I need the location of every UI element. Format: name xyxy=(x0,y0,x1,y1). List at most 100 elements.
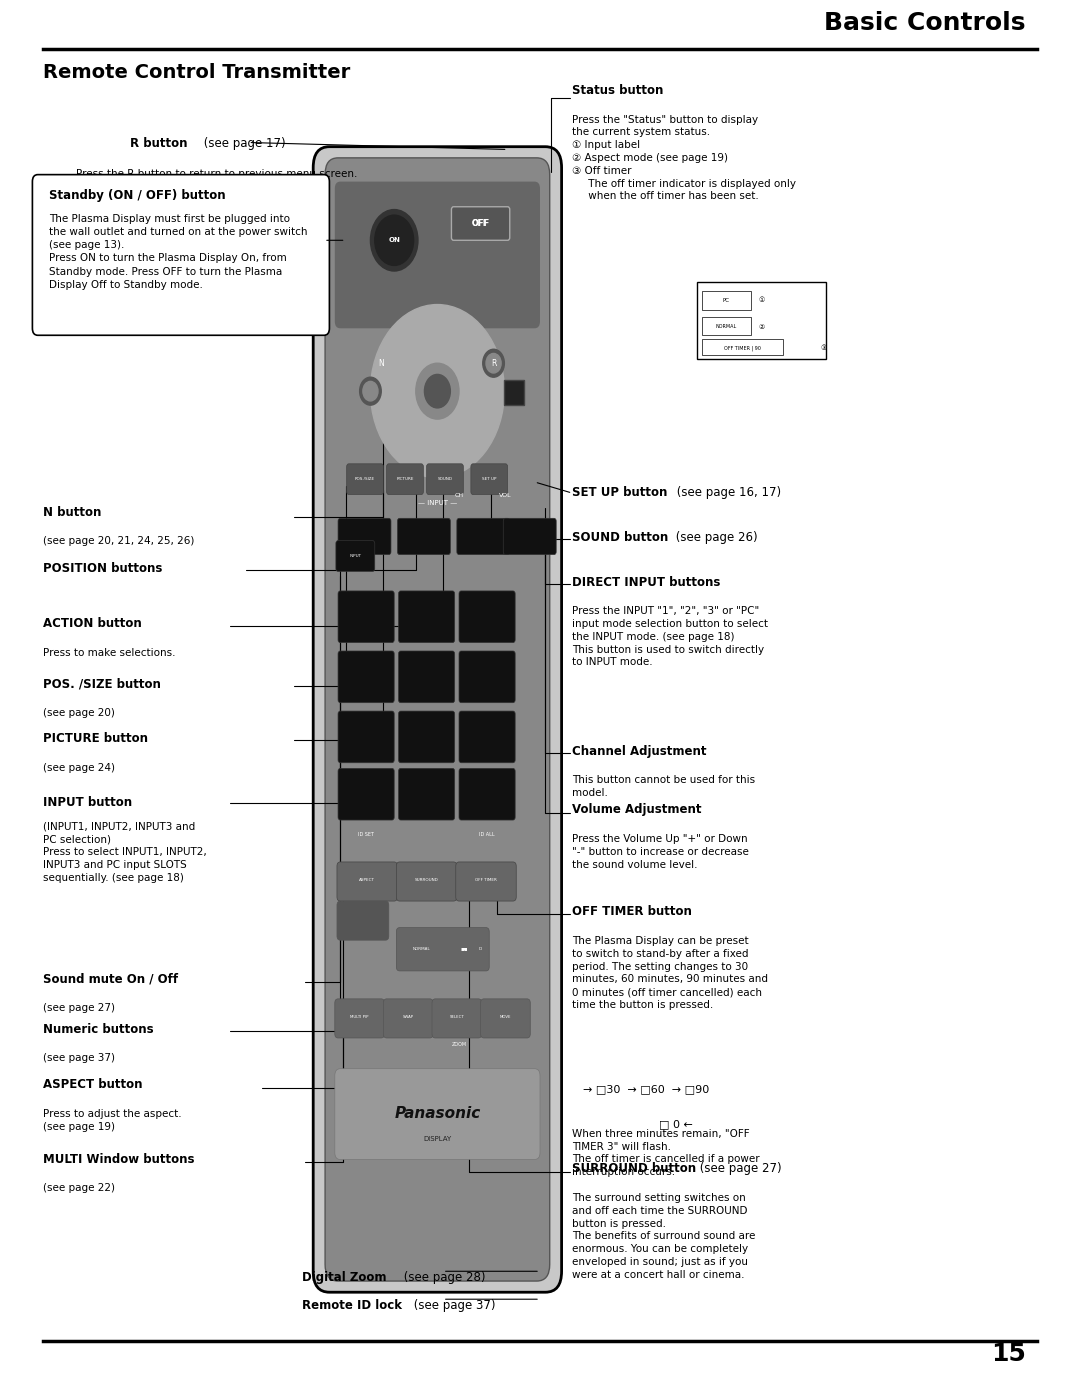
Text: Standby (ON / OFF) button: Standby (ON / OFF) button xyxy=(49,189,226,201)
Bar xyxy=(702,291,751,310)
FancyBboxPatch shape xyxy=(427,464,463,495)
Text: PC: PC xyxy=(723,298,729,303)
FancyBboxPatch shape xyxy=(399,768,455,820)
Text: Press the R button to return to previous menu screen.: Press the R button to return to previous… xyxy=(76,169,357,179)
FancyBboxPatch shape xyxy=(396,928,489,971)
Bar xyxy=(697,282,826,359)
FancyBboxPatch shape xyxy=(432,999,482,1038)
Text: Volume Adjustment: Volume Adjustment xyxy=(572,803,702,816)
Text: PICTURE: PICTURE xyxy=(396,478,414,481)
Text: ①: ① xyxy=(758,298,765,303)
Text: This button cannot be used for this
model.: This button cannot be used for this mode… xyxy=(572,775,756,798)
Text: Digital Zoom: Digital Zoom xyxy=(302,1271,387,1284)
Text: Press to make selections.: Press to make selections. xyxy=(43,648,176,658)
FancyBboxPatch shape xyxy=(325,158,550,1281)
Text: R button: R button xyxy=(130,137,187,149)
Text: ▪▪: ▪▪ xyxy=(461,946,468,951)
FancyBboxPatch shape xyxy=(337,862,397,901)
Text: Panasonic: Panasonic xyxy=(394,1106,481,1120)
FancyBboxPatch shape xyxy=(459,651,515,703)
Text: (see page 27): (see page 27) xyxy=(696,1162,781,1175)
Bar xyxy=(504,380,524,405)
Text: POS./SIZE: POS./SIZE xyxy=(355,478,375,481)
Text: NORMAL: NORMAL xyxy=(715,324,737,330)
Text: (see page 22): (see page 22) xyxy=(43,1183,116,1193)
Text: SET UP: SET UP xyxy=(482,478,497,481)
FancyBboxPatch shape xyxy=(32,175,329,335)
Text: Sound mute On / Off: Sound mute On / Off xyxy=(43,972,178,985)
FancyBboxPatch shape xyxy=(338,591,394,643)
Text: When three minutes remain, "OFF
TIMER 3" will flash.
The off timer is cancelled : When three minutes remain, "OFF TIMER 3"… xyxy=(572,1129,760,1178)
Text: — INPUT —: — INPUT — xyxy=(418,500,457,506)
FancyBboxPatch shape xyxy=(335,1069,540,1160)
Text: DIRECT INPUT buttons: DIRECT INPUT buttons xyxy=(572,576,720,588)
Text: SURROUND button: SURROUND button xyxy=(572,1162,697,1175)
Text: (see page 24): (see page 24) xyxy=(43,763,116,773)
Text: MULTI PIP: MULTI PIP xyxy=(350,1016,369,1018)
FancyBboxPatch shape xyxy=(387,464,423,495)
FancyBboxPatch shape xyxy=(459,591,515,643)
FancyBboxPatch shape xyxy=(397,518,450,555)
Bar xyxy=(702,339,783,355)
Text: Remote ID lock: Remote ID lock xyxy=(302,1299,403,1312)
Text: ID ALL: ID ALL xyxy=(480,831,495,837)
Text: N button: N button xyxy=(43,506,102,518)
Text: ASPECT button: ASPECT button xyxy=(43,1078,143,1091)
Circle shape xyxy=(424,374,450,408)
Bar xyxy=(702,317,751,335)
FancyBboxPatch shape xyxy=(336,541,375,571)
Text: PICTURE button: PICTURE button xyxy=(43,732,148,745)
FancyBboxPatch shape xyxy=(399,591,455,643)
Text: Press to adjust the aspect.
(see page 19): Press to adjust the aspect. (see page 19… xyxy=(43,1109,181,1132)
Circle shape xyxy=(486,353,501,373)
FancyBboxPatch shape xyxy=(347,464,383,495)
Text: SELECT: SELECT xyxy=(449,1016,464,1018)
Text: OFF: OFF xyxy=(472,219,489,228)
Text: ZOOM: ZOOM xyxy=(451,1042,467,1048)
FancyBboxPatch shape xyxy=(383,999,433,1038)
Text: CH: CH xyxy=(455,493,463,499)
Text: OFF TIMER | 90: OFF TIMER | 90 xyxy=(724,345,760,351)
Text: OFF TIMER: OFF TIMER xyxy=(475,879,497,882)
FancyBboxPatch shape xyxy=(337,901,389,940)
Text: ③: ③ xyxy=(821,345,827,351)
Text: POSITION buttons: POSITION buttons xyxy=(43,562,163,574)
Text: NORMAL: NORMAL xyxy=(413,947,430,950)
FancyBboxPatch shape xyxy=(396,862,457,901)
Text: (see page 26): (see page 26) xyxy=(672,531,757,543)
FancyBboxPatch shape xyxy=(338,651,394,703)
Circle shape xyxy=(360,377,381,405)
Text: 15: 15 xyxy=(991,1343,1026,1366)
Text: SWAP: SWAP xyxy=(403,1016,414,1018)
Text: ON: ON xyxy=(389,237,400,243)
Text: ASPECT: ASPECT xyxy=(360,879,375,882)
Text: (see page 28): (see page 28) xyxy=(400,1271,485,1284)
FancyBboxPatch shape xyxy=(481,999,530,1038)
FancyBboxPatch shape xyxy=(399,711,455,763)
Text: R: R xyxy=(491,359,496,367)
Text: The surround setting switches on
and off each time the SURROUND
button is presse: The surround setting switches on and off… xyxy=(572,1193,756,1280)
Text: SOUND: SOUND xyxy=(437,478,453,481)
Text: POS. /SIZE button: POS. /SIZE button xyxy=(43,678,161,690)
Circle shape xyxy=(375,215,414,265)
Text: Basic Controls: Basic Controls xyxy=(824,11,1026,35)
Text: ACTION button: ACTION button xyxy=(43,617,141,630)
Text: OFF: OFF xyxy=(472,219,489,228)
Text: SURROUND: SURROUND xyxy=(415,879,438,882)
FancyBboxPatch shape xyxy=(451,207,510,240)
Text: (see page 17): (see page 17) xyxy=(200,137,285,149)
FancyBboxPatch shape xyxy=(335,182,540,328)
Text: SET UP button: SET UP button xyxy=(572,486,667,499)
Text: Press the Volume Up "+" or Down
"-" button to increase or decrease
the sound vol: Press the Volume Up "+" or Down "-" butt… xyxy=(572,834,750,869)
Text: OFF TIMER button: OFF TIMER button xyxy=(572,905,692,918)
Text: □ 0 ←: □ 0 ← xyxy=(659,1119,692,1129)
FancyBboxPatch shape xyxy=(471,464,508,495)
Text: INPUT button: INPUT button xyxy=(43,796,133,809)
Text: Status button: Status button xyxy=(572,84,664,96)
FancyBboxPatch shape xyxy=(399,651,455,703)
FancyBboxPatch shape xyxy=(459,768,515,820)
Text: (see page 37): (see page 37) xyxy=(410,1299,496,1312)
FancyBboxPatch shape xyxy=(313,147,562,1292)
Text: (see page 20, 21, 24, 25, 26): (see page 20, 21, 24, 25, 26) xyxy=(43,536,194,546)
Text: INPUT: INPUT xyxy=(349,555,362,557)
